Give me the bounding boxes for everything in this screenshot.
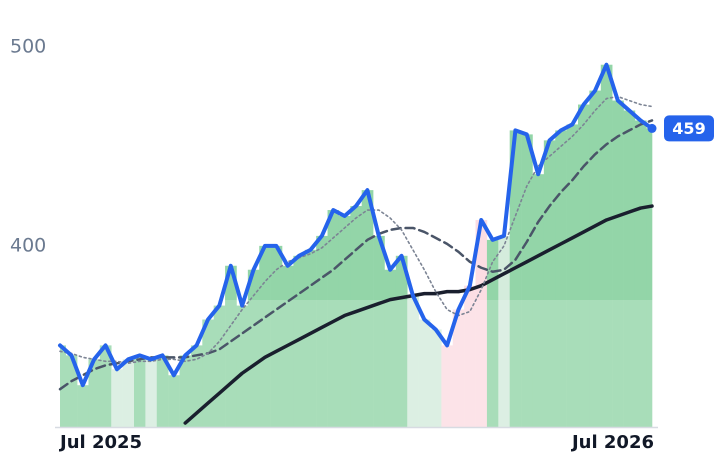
area-step: [99, 345, 112, 427]
series-line: [59, 95, 653, 365]
area-step: [122, 359, 135, 427]
lines: [58, 62, 654, 425]
area-step: [213, 305, 226, 427]
area-step: [179, 355, 192, 427]
series-line: [58, 62, 654, 388]
labels: 400 500 Jul 2025 Jul 2026 459: [10, 35, 714, 453]
area-fill: [60, 64, 653, 428]
area-step: [521, 134, 533, 427]
area-step: [384, 269, 397, 427]
area-step: [304, 249, 317, 427]
value-badge-label: 459: [672, 119, 705, 138]
x-tick-label: Jul 2026: [570, 432, 654, 453]
area-step: [418, 319, 431, 427]
area-step: [555, 130, 567, 427]
area-step: [430, 329, 442, 427]
area-step: [407, 295, 419, 427]
area-step: [202, 319, 214, 427]
area-step: [612, 100, 624, 428]
area-step: [475, 219, 488, 427]
area-step: [452, 309, 465, 427]
value-badge: [664, 115, 714, 142]
area-step: [236, 305, 249, 427]
area-step: [350, 206, 362, 427]
area-step: [111, 369, 123, 427]
area-step: [338, 216, 351, 427]
area-step: [190, 345, 203, 427]
area-step: [566, 124, 579, 427]
area-fade: [0, 300, 718, 427]
area-step: [623, 110, 636, 427]
last-point: [647, 123, 657, 133]
area-step: [327, 210, 340, 427]
area-step: [600, 64, 613, 427]
area-step: [168, 375, 180, 427]
area-step: [77, 385, 89, 427]
area-step: [464, 285, 476, 427]
area-step: [247, 269, 260, 427]
area-step: [156, 355, 169, 427]
area-step: [88, 359, 101, 427]
area-step: [373, 235, 385, 427]
y-tick-label: 500: [10, 35, 46, 57]
area-step: [486, 239, 499, 427]
area-step: [259, 245, 271, 427]
series-line: [183, 204, 654, 425]
area-step: [293, 255, 306, 427]
area-step: [509, 130, 522, 427]
area-step: [225, 265, 237, 427]
x-tick-label: Jul 2025: [58, 432, 142, 453]
area-step: [441, 345, 454, 427]
area-step: [145, 359, 158, 427]
area-step: [578, 104, 590, 428]
area-step: [395, 255, 408, 427]
area-step: [498, 235, 510, 427]
area-step: [134, 355, 146, 427]
area-step: [532, 174, 545, 427]
area-step: [543, 140, 556, 427]
area-step: [316, 235, 328, 427]
area-step: [65, 355, 78, 427]
area-step: [634, 120, 647, 427]
area-step: [646, 128, 653, 427]
y-tick-label: 400: [10, 234, 46, 256]
area-step: [270, 245, 283, 427]
area-step: [589, 90, 602, 427]
